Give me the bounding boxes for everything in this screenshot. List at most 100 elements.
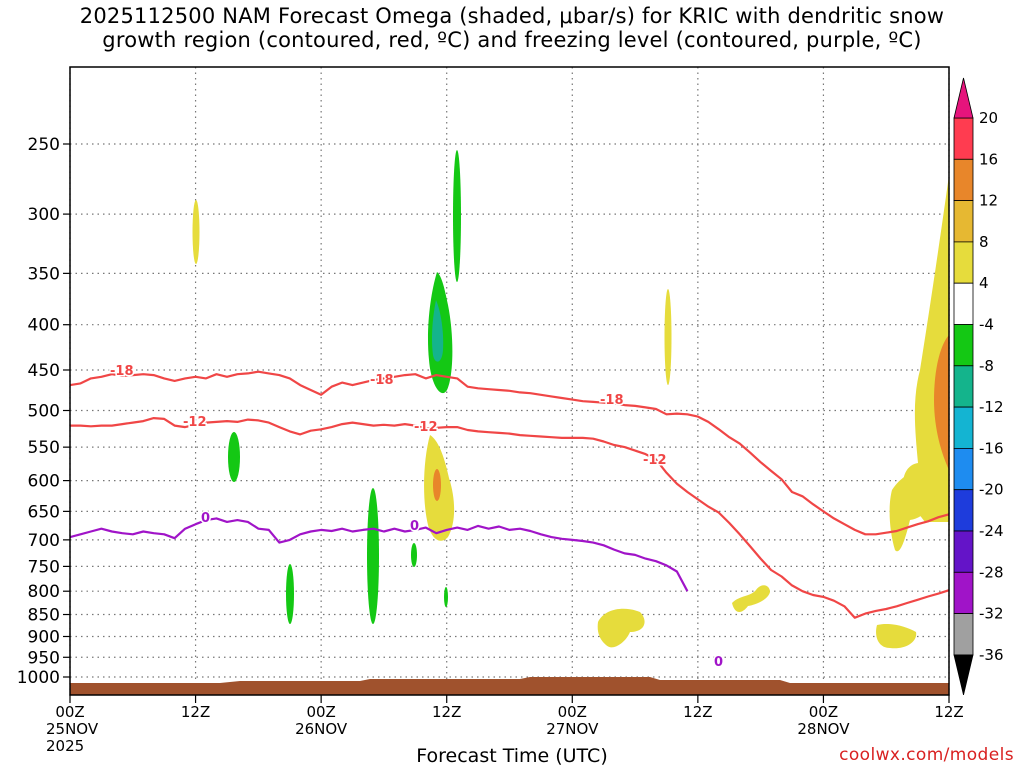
colorbar-label: -32: [979, 605, 1004, 623]
contour-labels: -18 -18 -18 -12 -12 -12 0 0 0: [109, 363, 725, 672]
colorbar-swatch: [953, 365, 974, 408]
y-tick-label: 450: [28, 361, 60, 381]
colorbar-label: 8: [979, 233, 989, 251]
x-tick-label: 26NOV: [295, 720, 348, 738]
contour-label-minus18: -18: [370, 373, 394, 388]
temperature-contour-minus12: [70, 417, 949, 619]
temperature-contours: [70, 370, 949, 619]
chart-title-line-2: growth region (contoured, red, ºC) and f…: [102, 28, 922, 52]
omega-region-green: [228, 432, 240, 482]
colorbar-swatch: [953, 530, 974, 573]
x-tick-label: 12Z: [181, 703, 210, 721]
colorbar-swatch: [953, 571, 974, 614]
colorbar-label: 4: [979, 274, 989, 292]
colorbar-label: 16: [979, 150, 998, 168]
y-tick-label: 550: [28, 438, 60, 458]
colorbar-swatch: [953, 613, 974, 656]
omega-region-yellow: [597, 608, 645, 648]
y-tick-label: 750: [28, 557, 60, 577]
contour-label-minus12: -12: [643, 453, 667, 468]
colorbar-label: -28: [979, 563, 1004, 581]
colorbar-swatch: [953, 241, 974, 284]
y-tick-label: 400: [28, 316, 60, 336]
omega-region-yellow: [876, 623, 917, 649]
x-tick-label: 12Z: [683, 703, 712, 721]
x-tick-label: 12Z: [432, 703, 461, 721]
colorbar-swatch: [953, 489, 974, 532]
y-tick-label: 900: [28, 627, 60, 647]
omega-region-yellow: [192, 200, 200, 264]
y-tick-label: 300: [28, 205, 60, 225]
y-tick-label: 600: [28, 472, 60, 492]
y-tick-label: 700: [28, 531, 60, 551]
terrain-surface: [70, 677, 949, 695]
colorbar-label: -12: [979, 398, 1004, 416]
x-tick-label: 12Z: [934, 703, 963, 721]
colorbar-over-arrow: [953, 77, 974, 119]
colorbar-label: -24: [979, 522, 1004, 540]
omega-region-orange: [934, 335, 949, 470]
y-tick-label: 250: [28, 135, 60, 155]
omega-region-green: [453, 150, 461, 282]
colorbar-label: -8: [979, 357, 994, 375]
y-tick-label: 950: [28, 648, 60, 668]
x-tick-label: 28NOV: [797, 720, 850, 738]
chart-title-line-1: 2025112500 NAM Forecast Omega (shaded, μ…: [79, 4, 945, 28]
omega-region-yellow: [889, 471, 937, 552]
chart-title: 2025112500 NAM Forecast Omega (shaded, μ…: [0, 4, 1024, 52]
y-tick-label: 800: [28, 582, 60, 602]
x-tick-label: 27NOV: [546, 720, 599, 738]
colorbar-swatch: [953, 406, 974, 449]
x-tick-label: 00Z: [558, 703, 587, 721]
omega-region-green: [286, 564, 294, 624]
contour-label-zero: 0: [714, 655, 723, 670]
colorbar-label: 20: [979, 109, 998, 127]
colorbar-swatch: [953, 447, 974, 491]
omega-region-teal: [432, 300, 444, 362]
contour-label-minus18: -18: [600, 393, 624, 408]
colorbar: 20 16 12 8 4 -4 -8 -12 -16 -20 -24 -28 -32 -36: [953, 77, 1004, 695]
contour-label-zero: 0: [201, 511, 210, 526]
colorbar-swatch: [953, 158, 974, 202]
contour-label-minus18: -18: [110, 364, 134, 379]
site-credit: coolwx.com/models: [839, 745, 1014, 765]
y-tick-label: 650: [28, 502, 60, 522]
colorbar-swatch: [953, 200, 974, 243]
x-tick-label: 00Z: [306, 703, 335, 721]
colorbar-label: -20: [979, 481, 1004, 499]
omega-region-yellow: [903, 175, 949, 522]
x-tick-label: 00Z: [809, 703, 838, 721]
x-tick-label: 25NOV: [46, 720, 99, 738]
contour-label-minus12: -12: [183, 415, 207, 430]
x-tick-label: 2025: [46, 737, 84, 755]
colorbar-swatch: [953, 117, 974, 160]
temperature-contour-minus18: [70, 370, 949, 536]
omega-region-green: [444, 587, 448, 607]
x-tick-label: 00Z: [55, 703, 84, 721]
colorbar-under-arrow: [953, 654, 974, 695]
omega-region-green: [367, 488, 379, 624]
colorbar-label: -16: [979, 439, 1004, 457]
colorbar-label: -4: [979, 316, 994, 334]
omega-shading: [70, 150, 949, 695]
y-tick-label: 350: [28, 264, 60, 284]
y-tick-label: 1000: [17, 668, 60, 688]
contour-label-minus12: -12: [414, 420, 438, 435]
omega-region-yellow: [732, 585, 770, 613]
colorbar-label: 12: [979, 192, 998, 210]
y-axis: 2503003504004505005506006507007508008509…: [17, 135, 70, 688]
omega-region-yellow: [664, 289, 672, 385]
x-axis-title: Forecast Time (UTC): [416, 745, 608, 767]
freezing-level-contour: [70, 517, 689, 592]
colorbar-swatch: [953, 282, 974, 325]
colorbar-label: -36: [979, 646, 1004, 664]
plot-grid: [69, 67, 950, 695]
omega-region-green: [411, 543, 417, 567]
omega-region-orange: [433, 469, 441, 501]
y-tick-label: 500: [28, 402, 60, 422]
colorbar-swatch: [953, 324, 974, 367]
plot-frame: [69, 66, 950, 696]
contour-label-zero: 0: [410, 519, 419, 534]
